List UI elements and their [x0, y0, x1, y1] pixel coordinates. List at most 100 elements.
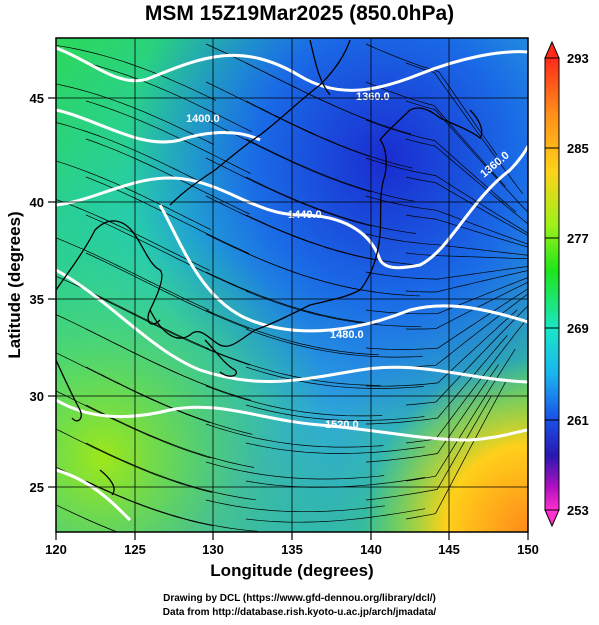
- y-tick-label: 30: [30, 389, 44, 404]
- colorbar-label: 277: [567, 231, 589, 246]
- streamline: [365, 81, 506, 187]
- streamline: [85, 290, 251, 366]
- streamline: [56, 45, 217, 101]
- streamline: [85, 214, 249, 293]
- streamline: [85, 404, 255, 468]
- colorbar-label: 253: [567, 503, 589, 518]
- coastlines: [56, 39, 483, 496]
- streamline: [56, 390, 211, 459]
- streamline: [405, 270, 528, 293]
- streamline: [405, 305, 528, 406]
- colorbar-label: 285: [567, 141, 589, 156]
- colorbar-label: 269: [567, 321, 589, 336]
- colorbar-label: 261: [567, 413, 589, 428]
- streamline: [205, 157, 373, 227]
- streamline: [205, 195, 374, 260]
- streamline: [245, 252, 420, 297]
- y-tick-label: 40: [30, 195, 44, 210]
- streamline: [245, 366, 424, 389]
- grid-lines: [56, 38, 528, 532]
- contour-label: 1440.0: [288, 209, 322, 221]
- streamline: [405, 176, 528, 236]
- streamline: [405, 62, 523, 195]
- y-tick-label: 45: [30, 91, 44, 106]
- streamline: [405, 348, 516, 482]
- streamline: [85, 442, 256, 501]
- colorbar-top-arrow: [544, 40, 560, 59]
- x-tick-label: 130: [202, 542, 224, 557]
- streamline: [405, 138, 528, 225]
- streamline: [56, 428, 213, 493]
- credits-line-drawing: Drawing by DCL (https://www.gfd-dennou.o…: [163, 593, 436, 604]
- colorbar-bottom-arrow: [544, 509, 560, 528]
- map-title: MSM 15Z19Mar2025 (850.0hPa): [144, 2, 455, 25]
- streamline: [245, 404, 425, 421]
- streamline: [245, 100, 413, 169]
- colorbar: 293 285 277 269 261 253: [544, 40, 589, 528]
- streamline: [205, 461, 385, 480]
- streamline: [205, 499, 385, 513]
- y-tick-label: 25: [30, 480, 44, 495]
- streamline: [56, 275, 209, 350]
- streamline: [56, 199, 210, 271]
- streamline: [365, 43, 498, 156]
- streamline: [85, 328, 252, 401]
- streamline: [405, 214, 528, 248]
- x-tick-label: 120: [45, 542, 67, 557]
- streamline: [205, 423, 384, 448]
- streamline: [245, 138, 415, 202]
- credits-line-data: Data from http://database.rish.kyoto-u.a…: [162, 607, 437, 618]
- x-tick-label: 140: [360, 542, 382, 557]
- y-tick-labels: 25 30 35 40 45: [30, 91, 44, 495]
- streamline: [405, 100, 528, 213]
- streamline: [405, 381, 507, 520]
- x-tick-label: 135: [281, 542, 303, 557]
- x-tick-labels: 120 125 130 135 140 145 150: [45, 542, 539, 557]
- streamline: [85, 138, 250, 215]
- streamline: [205, 81, 370, 157]
- streamline: [56, 352, 210, 424]
- streamline: [365, 266, 528, 280]
- streamline: [56, 504, 119, 532]
- streamline: [85, 366, 253, 435]
- streamline: [205, 309, 380, 356]
- streamline: [365, 288, 528, 350]
- streamline: [205, 347, 381, 386]
- streamline: [245, 290, 422, 327]
- temperature-field: 1360.0 1400.0 1360.0 1440.0 1480.0 1520.…: [56, 38, 528, 532]
- streamline: [405, 293, 528, 368]
- streamline: [85, 518, 118, 532]
- streamline: [245, 508, 426, 523]
- streamline: [245, 214, 418, 266]
- streamline: [365, 395, 492, 501]
- contour-label: 1480.0: [330, 329, 364, 341]
- wind-streamlines: [56, 43, 528, 532]
- streamline: [365, 119, 517, 213]
- y-axis-title: Latitude (degrees): [5, 211, 24, 358]
- x-tick-label: 125: [124, 542, 146, 557]
- colorbar-scale: [544, 57, 560, 511]
- streamline: [245, 442, 425, 454]
- streamline: [245, 328, 423, 358]
- contour-label: 1360.0: [356, 91, 390, 103]
- streamline: [85, 100, 251, 174]
- streamline: [365, 157, 528, 234]
- contour-label: 1400.0: [186, 113, 220, 125]
- streamline: [56, 160, 211, 230]
- streamline: [56, 237, 210, 311]
- streamline: [365, 195, 528, 245]
- colorbar-label: 293: [567, 51, 589, 66]
- streamline: [245, 176, 417, 234]
- y-tick-label: 35: [30, 292, 44, 307]
- streamline: [245, 62, 412, 135]
- x-axis-title: Longitude (degrees): [210, 561, 373, 580]
- height-contours: [56, 46, 528, 522]
- streamline: [365, 309, 518, 387]
- x-tick-label: 150: [517, 542, 539, 557]
- credits: Drawing by DCL (https://www.gfd-dennou.o…: [0, 592, 599, 620]
- streamline: [205, 271, 378, 325]
- streamline: [365, 233, 528, 256]
- streamline: [85, 62, 253, 133]
- contour-label: 1520.0: [325, 419, 359, 431]
